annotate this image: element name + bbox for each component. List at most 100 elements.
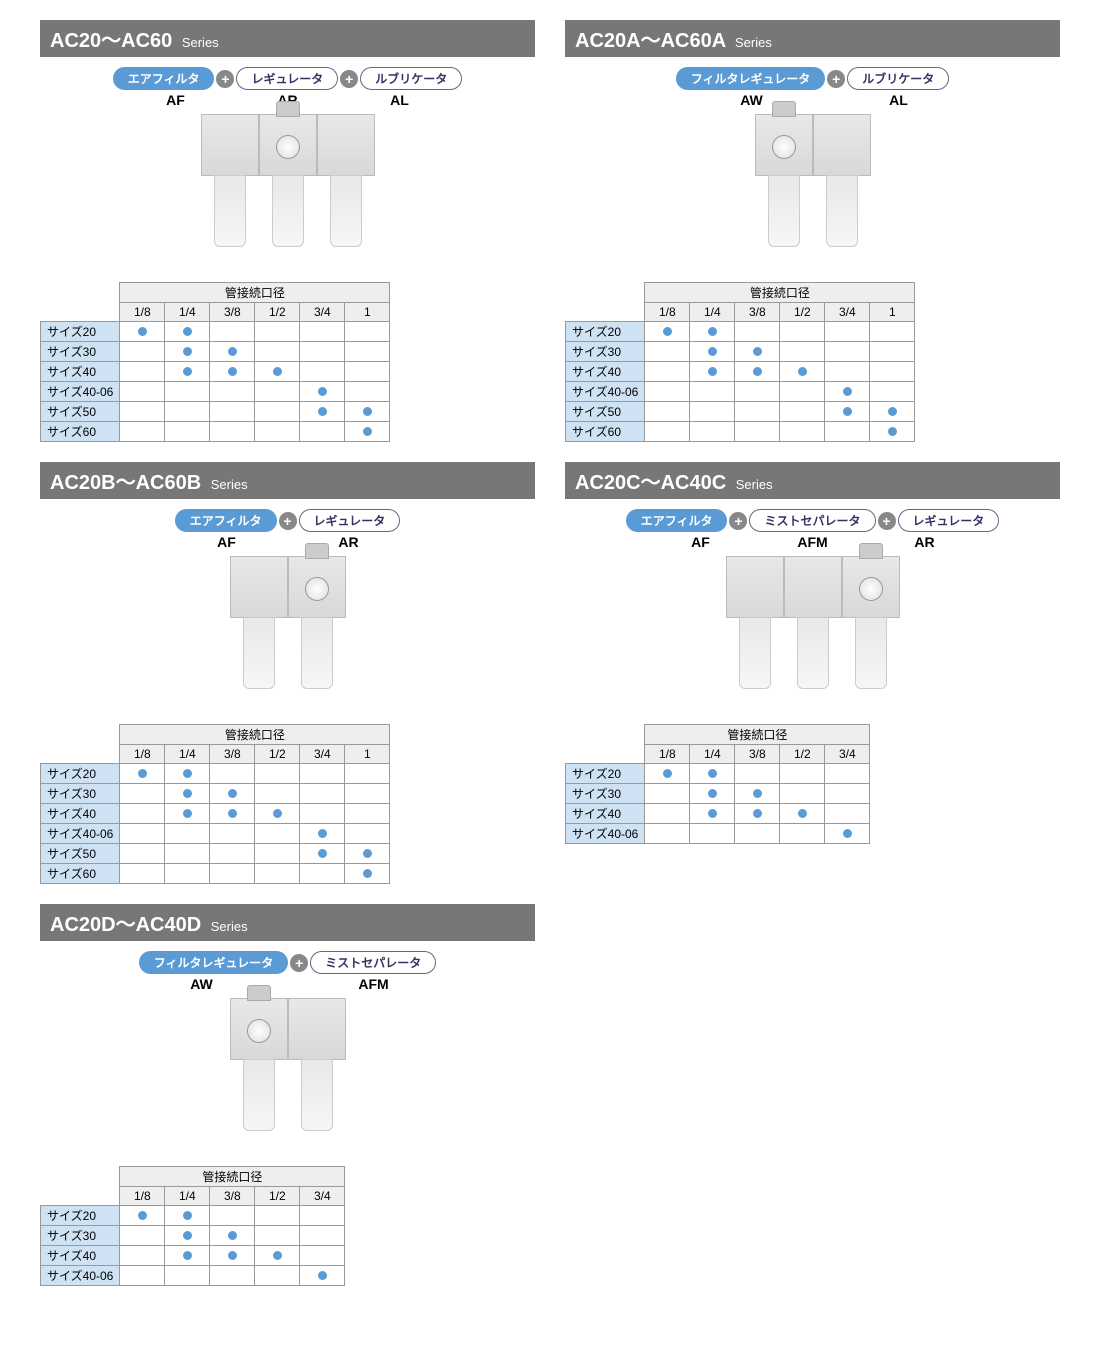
component-pill-row: フィルタレギュレータ+ルブリケータ [565, 67, 1060, 90]
available-dot [318, 1271, 327, 1280]
size-table-wrap: 管接続口径1/81/43/81/23/41サイズ20サイズ30サイズ40サイズ4… [40, 724, 535, 884]
availability-cell [690, 824, 735, 844]
availability-cell [735, 804, 780, 824]
table-row: サイズ60 [41, 422, 390, 442]
available-dot [663, 769, 672, 778]
size-table: 管接続口径1/81/43/81/23/41サイズ20サイズ30サイズ40サイズ4… [40, 724, 390, 884]
column-header: 3/8 [210, 1187, 255, 1206]
plus-icon: + [340, 70, 358, 88]
availability-cell [120, 824, 165, 844]
availability-cell [300, 804, 345, 824]
available-dot [843, 387, 852, 396]
component-code: AL [355, 92, 445, 108]
component-code-row: AFAFMAR [565, 534, 1060, 550]
availability-cell [255, 1226, 300, 1246]
table-row: サイズ30 [41, 784, 390, 804]
availability-cell [210, 844, 255, 864]
table-row: サイズ60 [566, 422, 915, 442]
row-header: サイズ40 [41, 362, 120, 382]
availability-cell [165, 784, 210, 804]
column-header: 1/2 [255, 303, 300, 322]
availability-cell [735, 784, 780, 804]
availability-cell [735, 322, 780, 342]
availability-cell [120, 342, 165, 362]
component-pill: ミストセパレータ [749, 509, 875, 532]
series-title-text: AC20D～AC40D [50, 914, 201, 936]
table-columns-row: 1/81/43/81/23/4 [566, 745, 870, 764]
row-header: サイズ60 [41, 864, 120, 884]
availability-cell [300, 824, 345, 844]
available-dot [228, 1251, 237, 1260]
availability-cell [210, 864, 255, 884]
column-header: 1/4 [165, 303, 210, 322]
series-title: AC20B～AC60B Series [40, 462, 535, 499]
size-table-wrap: 管接続口径1/81/43/81/23/41サイズ20サイズ30サイズ40サイズ4… [565, 282, 1060, 442]
series-suffix: Series [735, 35, 772, 50]
availability-cell [210, 824, 255, 844]
component-pill: レギュレータ [898, 509, 1000, 532]
plus-icon: + [279, 512, 297, 530]
availability-cell [300, 784, 345, 804]
size-table: 管接続口径1/81/43/81/23/41サイズ20サイズ30サイズ40サイズ4… [565, 282, 915, 442]
available-dot [228, 367, 237, 376]
available-dot [318, 849, 327, 858]
availability-cell [345, 804, 390, 824]
table-row: サイズ50 [566, 402, 915, 422]
table-row: サイズ20 [41, 764, 390, 784]
column-header: 1 [345, 745, 390, 764]
availability-cell [255, 1246, 300, 1266]
table-header-row: 管接続口径 [41, 1167, 345, 1187]
row-header: サイズ30 [41, 784, 120, 804]
empty-cell [566, 745, 645, 764]
device-unit [201, 114, 259, 176]
available-dot [753, 367, 762, 376]
table-row: サイズ40-06 [566, 824, 870, 844]
availability-cell [300, 764, 345, 784]
available-dot [228, 1231, 237, 1240]
available-dot [708, 347, 717, 356]
product-image [565, 114, 1060, 274]
row-header: サイズ30 [566, 784, 645, 804]
device-illustration [230, 556, 346, 618]
available-dot [753, 789, 762, 798]
product-image [40, 998, 535, 1158]
availability-cell [645, 342, 690, 362]
availability-cell [165, 422, 210, 442]
availability-cell [735, 764, 780, 784]
plus-icon: + [878, 512, 896, 530]
row-header: サイズ40 [566, 362, 645, 382]
component-code: AF [177, 534, 277, 550]
availability-cell [255, 844, 300, 864]
availability-cell [120, 764, 165, 784]
table-row: サイズ40-06 [566, 382, 915, 402]
available-dot [273, 1251, 282, 1260]
column-header: 1/2 [255, 745, 300, 764]
availability-cell [825, 764, 870, 784]
gauge-icon [859, 577, 883, 601]
availability-cell [165, 402, 210, 422]
availability-cell [120, 1226, 165, 1246]
series-title: AC20C～AC40C Series [565, 462, 1060, 499]
availability-cell [780, 362, 825, 382]
availability-cell [165, 1226, 210, 1246]
table-row: サイズ40 [566, 804, 870, 824]
table-header-row: 管接続口径 [41, 283, 390, 303]
availability-cell [345, 844, 390, 864]
table-row: サイズ30 [566, 342, 915, 362]
availability-cell [165, 362, 210, 382]
availability-cell [645, 804, 690, 824]
size-table: 管接続口径1/81/43/81/23/4サイズ20サイズ30サイズ40サイズ40… [40, 1166, 345, 1286]
availability-cell [825, 422, 870, 442]
row-header: サイズ40-06 [566, 824, 645, 844]
availability-cell [165, 1246, 210, 1266]
plus-icon: + [290, 954, 308, 972]
series-title: AC20A～AC60A Series [565, 20, 1060, 57]
available-dot [318, 407, 327, 416]
availability-cell [690, 342, 735, 362]
availability-cell [870, 422, 915, 442]
empty-cell [41, 303, 120, 322]
device-unit [784, 556, 842, 618]
availability-cell [645, 322, 690, 342]
availability-cell [735, 402, 780, 422]
availability-cell [735, 422, 780, 442]
